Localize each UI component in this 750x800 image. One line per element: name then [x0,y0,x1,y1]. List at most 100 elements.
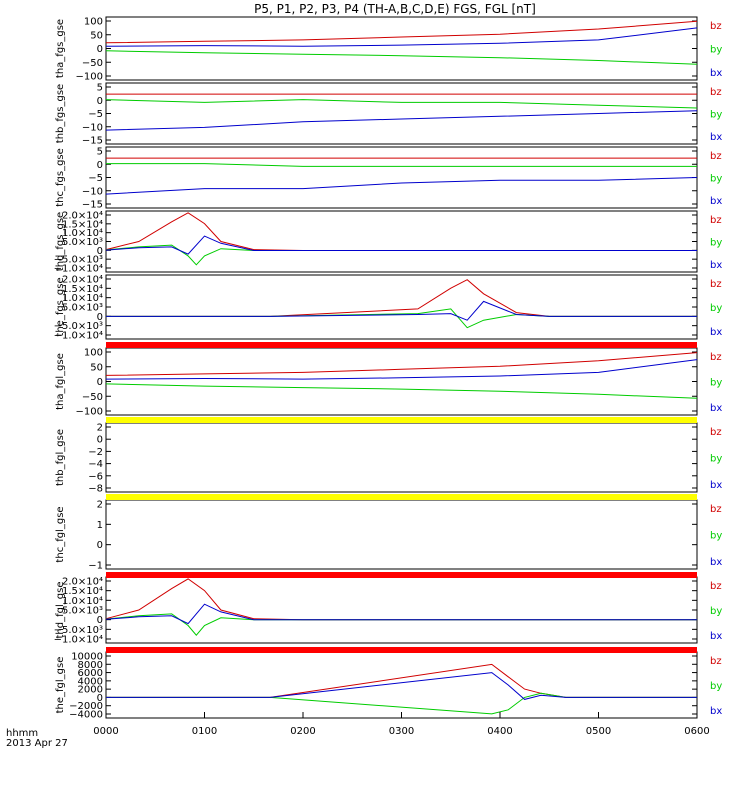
red-status-bar [106,647,697,653]
y-tick-label: −2 [88,447,103,458]
panel-thd_fgs_gse: 2.0×10⁴1.5×10⁴1.0×10⁴5.0×10³0−5.0×10³−1.… [54,210,722,275]
y-tick-label: −1.0×10⁴ [54,264,103,275]
y-tick-label: 50 [90,362,103,373]
legend-bz: bz [710,151,722,162]
series-line-bx [105,110,698,131]
red-status-bar [106,342,697,348]
y-tick-label: −5.0×10³ [54,321,103,332]
legend-bx: bx [710,68,722,79]
y-tick-label: 5 [97,83,103,94]
series-line-by [105,613,697,636]
panel-the_fgs_gse: 2.0×10⁴1.5×10⁴1.0×10⁴5.0×10³0−5.0×10³−1.… [54,274,722,342]
y-tick-label: −5 [88,173,103,184]
y-tick-label: 2.0×10⁴ [62,275,103,286]
x-tick-label: 0000 [93,726,118,737]
y-tick-label: −4 [88,459,103,470]
legend-bz: bz [710,215,722,226]
y-tick-label: 0 [97,246,103,257]
y-tick-label: −1 [88,561,103,572]
y-tick-label: −4000 [69,710,103,721]
y-axis-label: thc_fgs_gse [55,148,66,207]
panel-frame [105,274,698,340]
y-axis-label: thd_fgl_gse [55,582,66,639]
y-tick-label: 1.0×10⁴ [62,293,103,304]
x-tick-label: 0500 [586,726,611,737]
series-line-bz [105,578,697,621]
y-tick-label: −10 [82,186,103,197]
legend-by: by [710,531,722,542]
legend-bx: bx [710,196,722,207]
y-tick-label: 0 [97,377,103,388]
y-tick-label: −50 [82,392,103,403]
y-tick-label: −50 [82,58,103,69]
legend-by: by [710,454,722,465]
series-line-bx [105,235,697,255]
legend-by: by [710,606,722,617]
x-tick-label: 0100 [192,726,217,737]
yellow-status-bar [106,494,697,500]
series-line-by [105,383,698,399]
panel-tha_fgl_gse: 100 50 0 −50 −100 tha_fgl_gse bz by bx [55,347,722,418]
series-line-by [105,50,698,65]
x-tick-label: 0300 [389,726,414,737]
panel-thc_fgs_gse: 5 0 −5 −10 −15 thc_fgs_gse bz by bx [55,146,722,211]
x-tick-label: 0600 [684,726,709,737]
legend-bx: bx [710,631,722,642]
y-tick-label: 1.5×10⁴ [62,219,103,230]
y-tick-label: 2.0×10⁴ [62,577,103,588]
legend-bz: bz [710,504,722,515]
series-line-bz [105,20,698,44]
y-tick-label: 2.0×10⁴ [62,211,103,222]
y-tick-label: 10000 [71,652,103,663]
y-tick-label: −15 [82,200,103,211]
series-line-bx [105,177,698,195]
series-line-bx [106,672,697,700]
y-tick-label: 4000 [78,676,103,687]
y-tick-label: −1.0×10⁴ [54,331,103,342]
y-axis-label: the_fgs_gse [55,277,66,336]
y-tick-label: 0 [97,615,103,626]
y-tick-label: 0 [97,160,103,171]
y-axis-label: thb_fgs_gse [55,84,66,143]
y-axis-label: thd_fgs_gse [55,212,66,271]
x-axis-label: hhmm [6,728,38,739]
red-status-bar [106,572,697,578]
y-tick-label: 0 [97,312,103,323]
y-axis-label: thc_fgl_gse [55,506,66,562]
legend-by: by [710,681,722,692]
y-tick-label: −5.0×10³ [54,625,103,636]
legend-by: by [710,238,722,249]
y-tick-label: 0 [97,540,103,551]
panel-frame [105,651,698,719]
y-tick-label: 8000 [78,660,103,671]
legend-by: by [710,110,722,121]
y-tick-label: 5.0×10³ [62,606,103,617]
date-label: 2013 Apr 27 [6,738,68,749]
y-axis-label: tha_fgl_gse [55,353,66,410]
y-tick-label: −100 [76,72,103,83]
legend-bx: bx [710,557,722,568]
series-line-bx [106,300,697,321]
y-axis-label: thb_fgl_gse [55,429,66,486]
series-line-bx [105,359,698,380]
y-tick-label: 5.0×10³ [62,303,103,314]
panel-tha_fgs_gse: 100 50 0 −50 −100 tha_fgs_gse bz by bx [55,16,722,83]
series-line-bz [106,279,697,317]
panel-the_fgl_gse: 1000080006000400020000−2000−4000the_fgl_… [55,651,722,721]
series-line-bz [106,663,697,698]
legend-bz: bz [710,21,722,32]
y-tick-label: −10 [82,122,103,133]
y-tick-label: −6 [88,471,103,482]
x-tick-label: 0200 [290,726,315,737]
legend-bz: bz [710,279,722,290]
y-tick-label: −5.0×10³ [54,255,103,266]
y-tick-label: 50 [90,30,103,41]
y-tick-label: 1.5×10⁴ [62,586,103,597]
y-tick-label: 1.0×10⁴ [62,596,103,607]
legend-bx: bx [710,260,722,271]
series-line-by [106,692,697,715]
legend-bz: bz [710,581,722,592]
legend-by: by [710,174,722,185]
y-tick-label: −1.0×10⁴ [54,635,103,646]
